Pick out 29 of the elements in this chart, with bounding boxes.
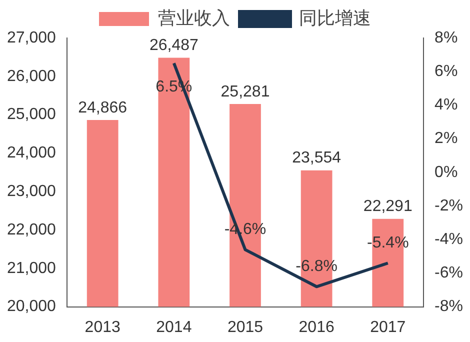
data-label: 22,291 [363, 198, 412, 216]
y-tick-label: 22,000 [7, 221, 56, 238]
y2-tick-label: -8% [434, 298, 463, 316]
x-tick-label: 2016 [298, 318, 334, 336]
legend-label: 同比增速 [299, 8, 371, 28]
x-tick-label: 2013 [84, 318, 120, 336]
y2-tick-label: 6% [434, 63, 458, 80]
data-label: 23,554 [292, 150, 342, 167]
legend-label: 营业收入 [158, 8, 230, 28]
x-tick-label: 2015 [227, 318, 264, 336]
y-tick-label: 20,000 [7, 298, 56, 316]
y-tick-label: 25,000 [7, 106, 56, 124]
y-tick-label: 21,000 [7, 260, 56, 277]
y-tick-label: 23,000 [7, 183, 56, 200]
x-tick-label: 2017 [370, 318, 406, 336]
y2-tick-label: -4% [434, 231, 463, 248]
y-tick-label: 24,000 [7, 144, 56, 162]
y2-tick-label: 8% [434, 29, 458, 46]
data-label: 26,487 [149, 37, 198, 54]
y2-tick-label: -6% [434, 264, 463, 282]
x-tick-label: 2014 [156, 318, 192, 336]
y-tick-label: 27,000 [7, 29, 56, 46]
y2-tick-label: 2% [434, 130, 458, 148]
data-label: 24,866 [78, 99, 128, 116]
y2-tick-label: -2% [434, 197, 463, 214]
y-tick-label: 26,000 [7, 68, 56, 85]
data-label: 25,281 [220, 83, 270, 100]
y2-tick-label: 4% [434, 96, 458, 114]
y2-tick-label: 0% [434, 164, 458, 181]
